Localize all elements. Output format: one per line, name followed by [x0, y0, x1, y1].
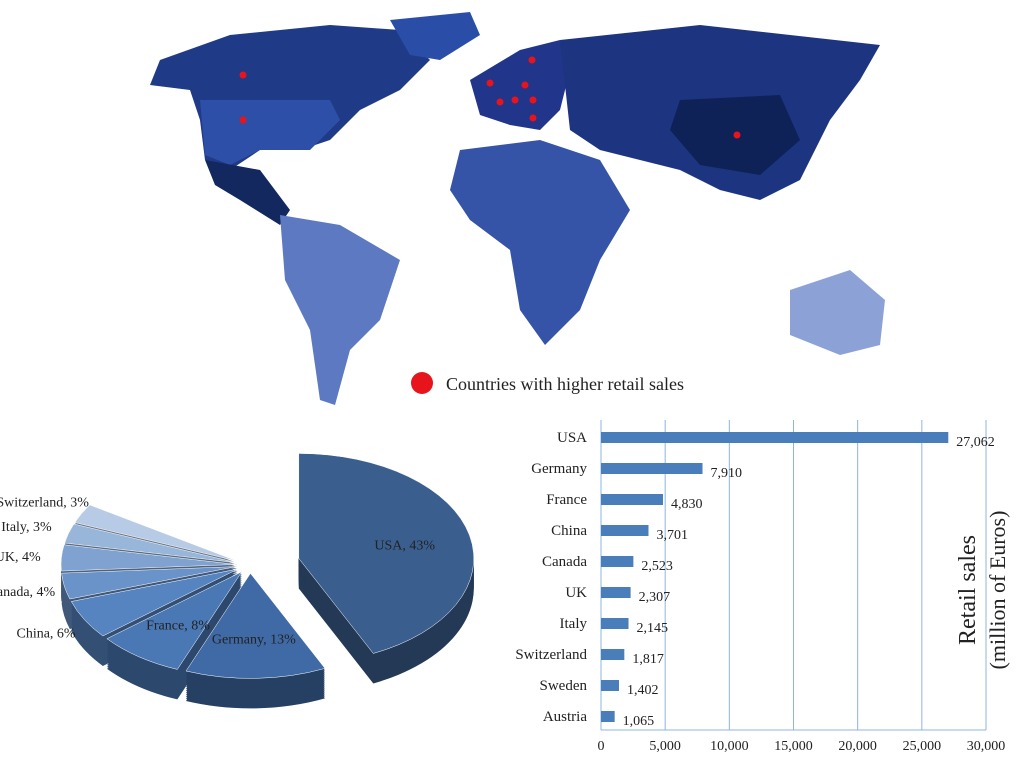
y-tick-label: France: [546, 492, 587, 508]
australia: [790, 270, 885, 355]
marker: [733, 131, 741, 139]
value-label: 2,523: [641, 559, 673, 574]
pie-label: Switzerland, 3%: [0, 496, 89, 511]
pie-slice: [70, 568, 238, 637]
pie-slice: [60, 544, 237, 572]
y-tick-label: USA: [557, 430, 587, 446]
x-tick-label: 30,000: [967, 739, 1006, 754]
x-tick-label: 0: [598, 739, 605, 754]
central-america: [205, 160, 290, 225]
y-tick-label: Switzerland: [515, 647, 587, 663]
bar: [601, 525, 649, 536]
value-label: 7,910: [711, 466, 743, 481]
x-tick-label: 10,000: [710, 739, 749, 754]
axis-title: Retail sales: [955, 535, 981, 645]
pie-slice: [185, 572, 326, 679]
y-tick-label: Austria: [543, 709, 588, 725]
bar: [601, 432, 949, 443]
bar: [601, 618, 629, 629]
marker: [529, 114, 537, 122]
pie-slice: [298, 453, 475, 654]
pie-label: USA, 43%: [374, 538, 435, 553]
pie-label: Germany, 13%: [212, 632, 296, 647]
pie-slice: [74, 504, 238, 562]
bar: [601, 649, 625, 660]
pie-slice: [64, 523, 237, 563]
x-tick-label: 20,000: [838, 739, 877, 754]
y-tick-label: Germany: [531, 461, 587, 477]
value-label: 4,830: [671, 497, 703, 512]
x-tick-label: 5,000: [649, 739, 681, 754]
legend-label: Countries with higher retail sales: [446, 374, 684, 394]
x-tick-label: 15,000: [774, 739, 813, 754]
y-tick-label: Italy: [560, 616, 588, 632]
world-map: [150, 12, 885, 405]
africa: [450, 140, 630, 345]
south-america: [280, 215, 400, 405]
legend-marker: [411, 372, 433, 394]
pie-slice: [61, 566, 237, 600]
bar: [601, 711, 615, 722]
europe: [470, 40, 570, 130]
value-label: 1,402: [627, 683, 659, 698]
bar-chart: 0 5,000 10,000 15,000 20,000 25,000 30,000 USA 2…: [515, 420, 1010, 754]
pie-label: Canada, 4%: [0, 585, 56, 600]
pie-chart: USA, 43% Germany, 13%France, 8% China, 6% C…: [0, 453, 475, 709]
marker: [486, 79, 494, 87]
value-label: 3,701: [656, 528, 688, 543]
bar: [601, 587, 631, 598]
value-label: 2,145: [637, 621, 669, 636]
y-tick-label: UK: [565, 585, 587, 601]
value-label: 1,817: [632, 652, 664, 667]
value-label: 2,307: [639, 590, 671, 605]
pie-label: Italy, 3%: [1, 520, 52, 535]
value-label: 27,062: [956, 435, 995, 450]
marker: [521, 81, 529, 89]
value-label: 1,065: [623, 714, 655, 729]
marker: [496, 98, 504, 106]
marker: [529, 96, 537, 104]
marker: [511, 96, 519, 104]
bar: [601, 494, 663, 505]
marker: [239, 71, 247, 79]
bar: [601, 556, 634, 567]
marker: [528, 56, 536, 64]
marker: [239, 116, 247, 124]
pie-label: France, 8%: [146, 618, 210, 633]
usa: [200, 100, 340, 165]
pie-label: UK, 4%: [0, 550, 41, 565]
axis-subtitle: (million of Euros): [985, 511, 1010, 670]
y-tick-label: China: [551, 523, 587, 539]
bar: [601, 680, 619, 691]
y-tick-label: Sweden: [540, 678, 588, 694]
y-tick-label: Canada: [542, 554, 587, 570]
greenland: [390, 12, 480, 60]
bar: [601, 463, 703, 474]
pie-label: China, 6%: [16, 626, 75, 641]
pie-slice: [106, 571, 243, 670]
x-tick-label: 25,000: [903, 739, 942, 754]
